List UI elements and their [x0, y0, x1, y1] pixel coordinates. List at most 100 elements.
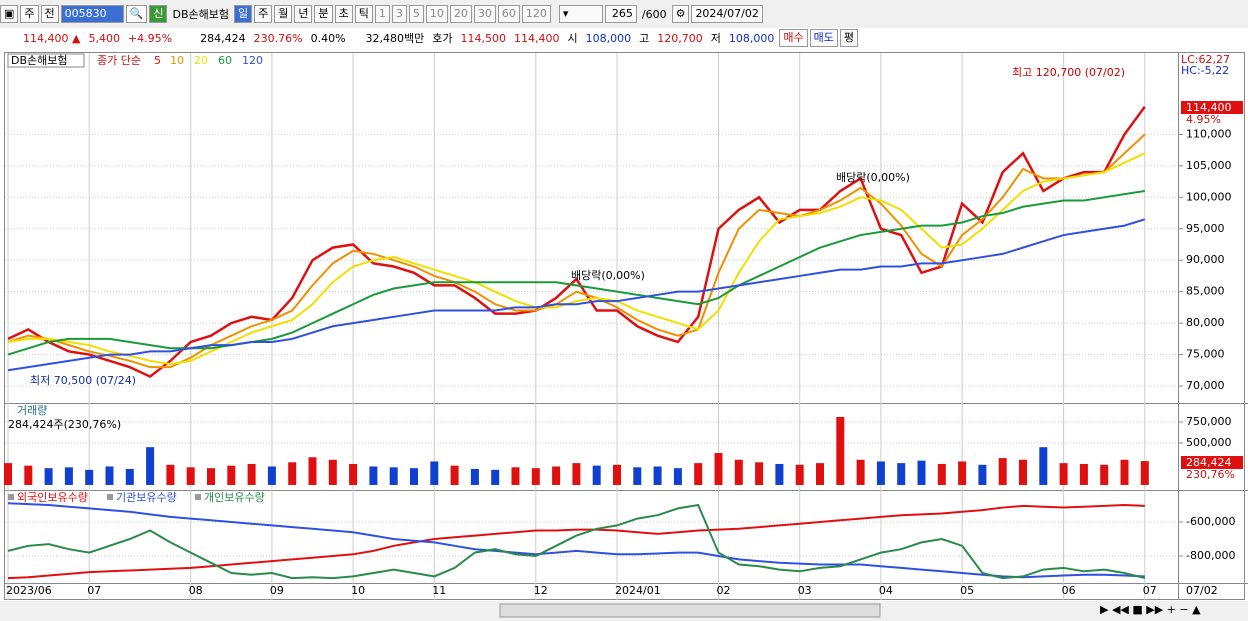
menu-button[interactable]: ▣: [0, 5, 19, 23]
volume-bar: [1019, 459, 1027, 485]
volume-bar: [247, 463, 256, 485]
tools[interactable]: ⚙: [671, 5, 690, 23]
search-button[interactable]: 🔍: [125, 5, 148, 23]
legend-entry: 5: [154, 54, 161, 67]
market-select[interactable]: 주: [20, 5, 39, 23]
volume-ratio: 230.76%: [253, 31, 303, 45]
x-tick-label: 2023/06: [6, 584, 52, 597]
volume-bar: [592, 465, 601, 485]
volume-bar: [369, 466, 378, 485]
volume-bar: [146, 447, 155, 485]
buy-button[interactable]: 매수: [779, 29, 808, 47]
y-tick-label: 100,000: [1186, 190, 1232, 203]
interval[interactable]: 120: [521, 5, 551, 23]
dropdown[interactable]: ▾: [558, 5, 603, 23]
count-input[interactable]: 265: [604, 5, 637, 23]
low-label: 최저 70,500 (07/24): [30, 374, 136, 387]
x-tick-label: 09: [270, 584, 284, 597]
x-tick-label: 11: [432, 584, 446, 597]
label: 시: [567, 32, 578, 45]
sell-button[interactable]: 매도: [809, 29, 838, 47]
interval[interactable]: 5: [408, 5, 424, 23]
open: 108,000: [585, 31, 632, 45]
period-tick[interactable]: 틱: [354, 5, 373, 23]
volume-bar: [470, 469, 479, 485]
interval[interactable]: 30: [473, 5, 496, 23]
volume-bar: [958, 461, 967, 485]
volume-bar: [795, 464, 804, 485]
period-month[interactable]: 월: [274, 5, 293, 23]
event-label: 배당락(0,00%): [571, 269, 645, 282]
series-line: [7, 190, 1145, 356]
period-second[interactable]: 초: [334, 5, 353, 23]
volume-bar: [64, 467, 73, 485]
count-max: /600: [641, 7, 667, 21]
change-rate: +4.95%: [127, 31, 173, 45]
period-week[interactable]: 주: [254, 5, 273, 23]
toolbar: ▣ 주 전 005830 🔍 신 DB손해보험 일 주 월 년 분 초 틱 1 …: [0, 0, 1248, 29]
period-day[interactable]: 일: [233, 5, 253, 23]
label: 호가: [432, 32, 453, 45]
background: [0, 48, 1248, 621]
legend-swatch: [8, 494, 14, 500]
y-tick-label: -800,000: [1186, 549, 1235, 562]
interval[interactable]: 10: [425, 5, 448, 23]
y-tick-label: 80,000: [1186, 316, 1225, 329]
volume-bar: [734, 459, 743, 485]
volume-bar: [978, 464, 987, 485]
y-tick-label: 85,000: [1186, 285, 1225, 298]
period-year[interactable]: 년: [294, 5, 313, 23]
chart: ▶ ◀◀ ■ ▶▶ + − ▲ 2023/06 07 08 09 10 11 12 2024/…: [0, 48, 1248, 621]
volume-bar: [308, 457, 317, 485]
volume-bar: [267, 466, 276, 485]
indicator: LC:62,27: [1181, 53, 1230, 66]
interval[interactable]: 3: [391, 5, 407, 23]
legend-swatch: [107, 494, 113, 500]
date-input[interactable]: 2024/07/02: [691, 5, 763, 23]
code-input[interactable]: 005830: [60, 5, 124, 23]
y-tick-label: 105,000: [1186, 159, 1232, 172]
price-tag: [1181, 101, 1243, 114]
volume-bar: [430, 461, 439, 485]
x-tick-label: 07: [87, 584, 101, 597]
interval[interactable]: 20: [449, 5, 472, 23]
volume-bar: [166, 464, 175, 485]
avg-button[interactable]: 평: [839, 29, 859, 47]
legend-subtitle: 종가 단순: [97, 54, 141, 67]
high-label: 최고 120,700 (07/02): [1012, 66, 1125, 79]
turnover: 0.40%: [310, 31, 346, 45]
y-tick-label: 750,000: [1186, 415, 1232, 428]
series-line: [7, 218, 1146, 372]
period-minute[interactable]: 분: [314, 5, 333, 23]
x-tick-label: 12: [534, 584, 548, 597]
y-tick-label: 500,000: [1186, 436, 1232, 449]
volume-bar: [207, 468, 215, 485]
volume-tag: [1181, 456, 1243, 469]
volume-bar: [24, 465, 33, 485]
legend-title: DB손해보험: [11, 53, 68, 67]
volume-bar: [917, 460, 926, 485]
volume-bar: [491, 469, 500, 485]
scroll-controls[interactable]: ▶ ◀◀ ■ ▶▶ + − ▲: [1100, 603, 1201, 616]
y-tick-label: 70,000: [1186, 379, 1225, 392]
interval[interactable]: 1: [374, 5, 390, 23]
volume-bar: [633, 467, 642, 485]
volume-bar: [531, 468, 540, 485]
volume-bar: [410, 468, 418, 485]
type-button[interactable]: 전: [40, 5, 59, 23]
scroll-thumb[interactable]: [499, 603, 881, 618]
volume-bar: [450, 465, 459, 485]
volume-bar: [613, 464, 621, 485]
x-tick-label: 07: [1143, 584, 1157, 597]
x-tick-label: 04: [879, 584, 893, 597]
volume-bar: [856, 459, 865, 485]
x-tick-label: 05: [960, 584, 974, 597]
volume-bar: [876, 461, 885, 485]
volume-bar: [4, 463, 12, 485]
volume-bar: [572, 463, 581, 485]
legend-entry: 외국인보유수량: [17, 491, 88, 504]
x-tick-label: 08: [189, 584, 203, 597]
series-line: [7, 152, 1146, 366]
stock-name: DB손해보험: [172, 8, 229, 21]
interval[interactable]: 60: [497, 5, 520, 23]
